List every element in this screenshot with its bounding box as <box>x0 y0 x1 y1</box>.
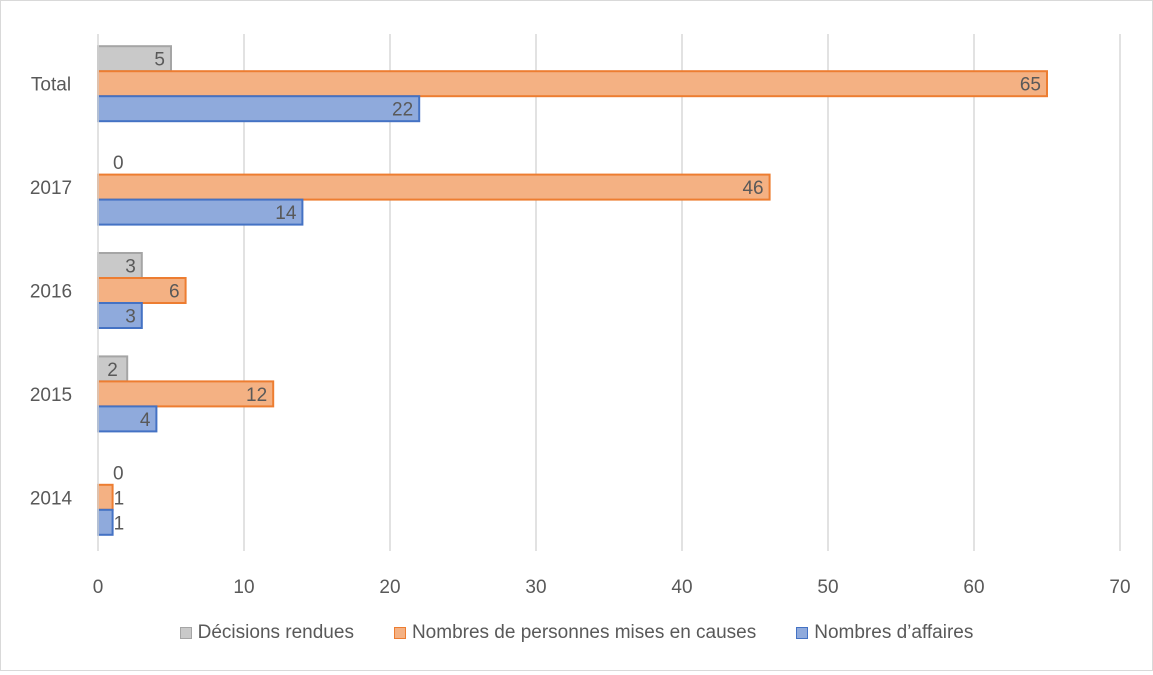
data-label: 1 <box>114 513 125 534</box>
bar <box>97 380 275 408</box>
x-tick-label: 30 <box>525 577 546 598</box>
bar <box>97 405 158 433</box>
data-label: 3 <box>125 257 136 278</box>
legend-item-affaires: Nombres d’affaires <box>796 622 973 644</box>
x-tick-label: 70 <box>1109 577 1130 598</box>
legend-swatch-decisions <box>179 627 192 639</box>
data-label: 22 <box>392 100 413 121</box>
x-tick-label: 50 <box>817 577 838 598</box>
data-label: 0 <box>113 153 124 174</box>
bar <box>97 95 421 123</box>
bar <box>97 70 1048 98</box>
legend-item-decisions: Décisions rendues <box>179 622 354 644</box>
bar <box>97 508 114 536</box>
data-label: 12 <box>246 385 267 406</box>
bars <box>97 45 1048 536</box>
x-tick-label: 60 <box>963 577 984 598</box>
data-label: 6 <box>169 282 180 303</box>
data-label: 3 <box>125 307 136 328</box>
bar <box>97 483 114 511</box>
data-label: 65 <box>1020 75 1041 96</box>
legend-item-personnes: Nombres de personnes mises en causes <box>393 622 757 644</box>
legend-swatch-personnes <box>393 627 406 639</box>
legend-label-decisions: Décisions rendues <box>197 622 354 643</box>
legend-swatch-affaires <box>796 627 809 639</box>
x-tick-label: 0 <box>93 577 104 598</box>
category-label: Total <box>31 75 71 96</box>
legend: Décisions rendues Nombres de personnes m… <box>0 622 1153 644</box>
legend-label-personnes: Nombres de personnes mises en causes <box>411 622 757 643</box>
category-label: 2017 <box>30 178 72 199</box>
data-labels: 5 65 22 0 46 14 3 6 3 2 12 4 0 1 1 <box>107 50 1041 535</box>
data-label: 4 <box>140 410 151 431</box>
data-label: 14 <box>275 203 297 224</box>
bar <box>97 252 143 279</box>
bar <box>97 198 304 226</box>
x-tick-label: 20 <box>379 577 400 598</box>
data-label: 2 <box>107 360 118 381</box>
x-tick-label: 40 <box>671 577 692 598</box>
category-label: 2015 <box>30 385 72 406</box>
bar <box>97 173 771 201</box>
data-label: 5 <box>154 50 165 71</box>
bar <box>97 277 187 304</box>
category-label: 2016 <box>30 282 72 303</box>
category-label: 2014 <box>30 488 73 509</box>
legend-label-affaires: Nombres d’affaires <box>814 622 974 643</box>
data-label: 1 <box>114 488 125 509</box>
data-label: 0 <box>113 463 124 484</box>
x-tick-label: 10 <box>233 577 254 598</box>
data-label: 46 <box>742 178 763 199</box>
